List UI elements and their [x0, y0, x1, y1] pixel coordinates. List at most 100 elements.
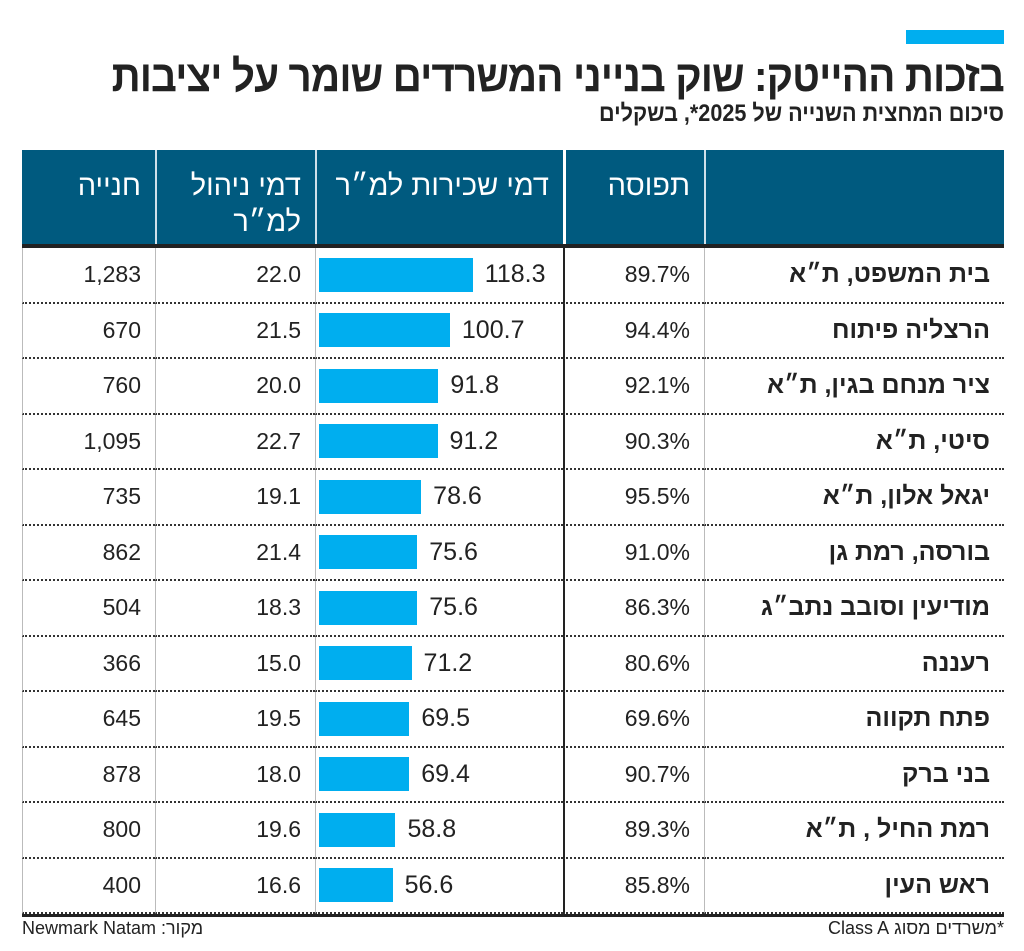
rent-cell: 58.8 — [315, 803, 563, 859]
parking-cell: 645 — [22, 692, 155, 748]
management-cell: 16.6 — [155, 858, 315, 914]
location-cell: ראש העין — [704, 858, 1004, 914]
source-note: מקור: Newmark Natam — [22, 918, 204, 938]
table-row: 504 18.3 75.6 86.3% מודיעין וסובב נתב״ג — [22, 581, 1004, 637]
parking-cell: 1,095 — [22, 414, 155, 470]
header-parking: חנייה — [77, 170, 141, 202]
table-row: 1,095 22.7 91.2 90.3% סיטי, ת״א — [22, 414, 1004, 470]
table-row: 760 20.0 91.8 92.1% ציר מנחם בגין, ת״א — [22, 359, 1004, 415]
location-cell: סיטי, ת״א — [704, 414, 1004, 470]
table-row: 800 19.6 58.8 89.3% רמת החיל , ת״א — [22, 803, 1004, 859]
rent-value: 56.6 — [404, 870, 454, 899]
location-cell: מודיעין וסובב נתב״ג — [704, 581, 1004, 637]
rent-cell: 75.6 — [315, 525, 563, 581]
parking-cell: 1,283 — [22, 248, 155, 304]
management-cell: 22.7 — [155, 414, 315, 470]
rent-value: 71.2 — [423, 648, 473, 677]
management-cell: 20.0 — [155, 359, 315, 415]
occupancy-cell: 80.6% — [563, 636, 704, 692]
bottom-rule — [22, 914, 1004, 917]
header-occupancy: תפוסה — [563, 150, 704, 244]
parking-cell: 878 — [22, 747, 155, 803]
parking-cell: 862 — [22, 525, 155, 581]
header-rent: דמי שכירות למ״ר — [315, 150, 563, 244]
rent-cell: 69.5 — [315, 692, 563, 748]
management-cell: 19.5 — [155, 692, 315, 748]
location-cell: בני ברק — [704, 747, 1004, 803]
rent-bar — [319, 868, 393, 903]
table-row: 366 15.0 71.2 80.6% רעננה — [22, 636, 1004, 692]
occupancy-cell: 90.7% — [563, 747, 704, 803]
rent-bar — [319, 646, 412, 681]
table-row: 735 19.1 78.6 95.5% יגאל אלון, ת״א — [22, 470, 1004, 526]
parking-cell: 400 — [22, 858, 155, 914]
occupancy-cell: 90.3% — [563, 414, 704, 470]
occupancy-cell: 86.3% — [563, 581, 704, 637]
rent-cell: 71.2 — [315, 636, 563, 692]
table-row: 862 21.4 75.6 91.0% בורסה, רמת גן — [22, 525, 1004, 581]
rent-value: 75.6 — [429, 593, 478, 622]
header-location — [704, 150, 1004, 244]
occupancy-cell: 89.7% — [563, 248, 704, 304]
location-cell: יגאל אלון, ת״א — [704, 470, 1004, 526]
rent-value: 69.4 — [421, 759, 470, 788]
occupancy-cell: 69.6% — [563, 692, 704, 748]
rent-cell: 100.7 — [315, 303, 563, 359]
rent-cell: 75.6 — [315, 581, 563, 637]
rent-value: 75.6 — [429, 537, 478, 566]
rent-bar — [319, 368, 439, 403]
table-row: 1,283 22.0 118.3 89.7% בית המשפט, ת״א — [22, 248, 1004, 304]
data-table: חנייה דמי ניהול למ״ר דמי שכירות למ״ר תפו… — [22, 150, 1004, 917]
occupancy-cell: 91.0% — [563, 525, 704, 581]
chart-subtitle: סיכום המחצית השנייה של 2025*, בשקלים — [599, 100, 1004, 127]
rent-bar — [319, 535, 418, 570]
occupancy-cell: 95.5% — [563, 470, 704, 526]
rent-value: 78.6 — [433, 482, 482, 511]
rent-value: 91.8 — [450, 371, 499, 400]
rent-value: 91.2 — [449, 426, 499, 455]
rent-bar — [319, 479, 422, 514]
accent-bar — [906, 30, 1004, 44]
rent-bar — [319, 812, 396, 847]
parking-cell: 504 — [22, 581, 155, 637]
parking-cell: 366 — [22, 636, 155, 692]
management-cell: 21.4 — [155, 525, 315, 581]
rent-cell: 78.6 — [315, 470, 563, 526]
rent-cell: 91.8 — [315, 359, 563, 415]
rent-cell: 56.6 — [315, 858, 563, 914]
location-cell: ציר מנחם בגין, ת״א — [704, 359, 1004, 415]
parking-cell: 735 — [22, 470, 155, 526]
rent-cell: 118.3 — [315, 248, 563, 304]
management-cell: 19.6 — [155, 803, 315, 859]
rent-value: 100.7 — [461, 315, 525, 344]
table-body: 1,283 22.0 118.3 89.7% בית המשפט, ת״א 670… — [22, 248, 1004, 914]
rent-bar — [319, 590, 418, 625]
rent-bar — [319, 313, 450, 348]
management-cell: 22.0 — [155, 248, 315, 304]
chart-title: בזכות ההייטק: שוק בנייני המשרדים שומר על… — [111, 52, 1005, 101]
occupancy-cell: 92.1% — [563, 359, 704, 415]
location-cell: בורסה, רמת גן — [704, 525, 1004, 581]
rent-bar — [319, 424, 438, 459]
management-cell: 18.0 — [155, 747, 315, 803]
location-cell: פתח תקווה — [704, 692, 1004, 748]
rent-bar — [319, 257, 473, 292]
table-row: 400 16.6 56.6 85.8% ראש העין — [22, 858, 1004, 914]
parking-cell: 800 — [22, 803, 155, 859]
rent-bar — [319, 757, 410, 792]
management-cell: 21.5 — [155, 303, 315, 359]
occupancy-cell: 94.4% — [563, 303, 704, 359]
table-header: חנייה דמי ניהול למ״ר דמי שכירות למ״ר תפו… — [22, 150, 1004, 248]
occupancy-cell: 85.8% — [563, 858, 704, 914]
location-cell: הרצליה פיתוח — [704, 303, 1004, 359]
header-management: דמי ניהול למ״ר — [155, 150, 315, 244]
table-row: 645 19.5 69.5 69.6% פתח תקווה — [22, 692, 1004, 748]
management-cell: 18.3 — [155, 581, 315, 637]
location-cell: רמת החיל , ת״א — [704, 803, 1004, 859]
rent-value: 118.3 — [484, 260, 546, 289]
rent-cell: 69.4 — [315, 747, 563, 803]
parking-cell: 670 — [22, 303, 155, 359]
location-cell: בית המשפט, ת״א — [704, 248, 1004, 304]
rent-value: 69.5 — [421, 704, 471, 733]
location-cell: רעננה — [704, 636, 1004, 692]
